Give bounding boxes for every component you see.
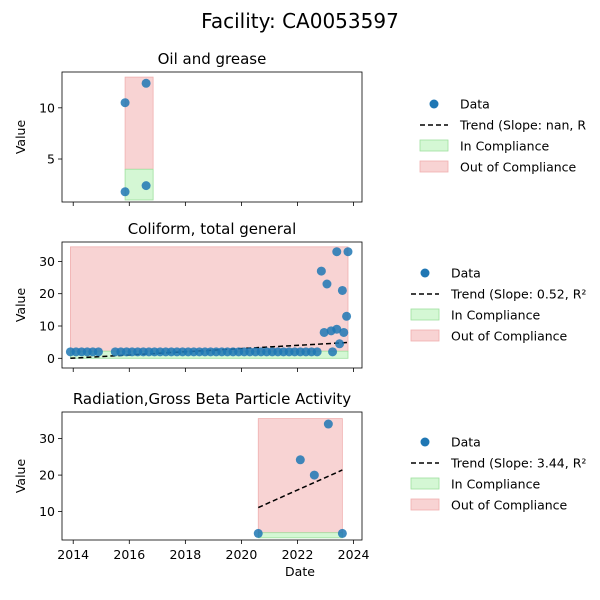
panel-title: Coliform, total general bbox=[128, 220, 297, 238]
legend-data-label: Data bbox=[451, 435, 481, 450]
y-tick-label: 5 bbox=[47, 152, 55, 167]
x-tick-label: 2016 bbox=[113, 547, 145, 562]
out-of-compliance-band bbox=[70, 246, 349, 352]
data-point-43 bbox=[312, 347, 322, 357]
data-point-44 bbox=[316, 266, 326, 276]
legend-data-marker bbox=[420, 437, 430, 447]
y-tick-label: 10 bbox=[39, 100, 55, 115]
data-point-2 bbox=[141, 78, 151, 88]
legend-in-compliance-label: In Compliance bbox=[451, 308, 540, 323]
data-point-4 bbox=[323, 419, 333, 429]
legend-out-compliance-label: Out of Compliance bbox=[460, 160, 577, 175]
data-point-51 bbox=[335, 339, 345, 349]
data-point-46 bbox=[322, 279, 332, 289]
data-point-53 bbox=[339, 327, 349, 337]
y-tick-label: 10 bbox=[39, 319, 55, 334]
axes-frame bbox=[61, 411, 363, 541]
legend-data-label: Data bbox=[451, 266, 481, 281]
legend-out-compliance-marker bbox=[419, 160, 449, 173]
x-tick-label: 2014 bbox=[57, 547, 89, 562]
x-tick-label: 2022 bbox=[282, 547, 314, 562]
legend-in-compliance-marker bbox=[419, 139, 449, 152]
legend-out-compliance-marker bbox=[410, 329, 440, 342]
x-tick-label: 2018 bbox=[169, 547, 201, 562]
x-axis-label: Date bbox=[285, 564, 315, 579]
chart-panel-1: 5 10 Oil and grease Value Data Trend (Slope: … bbox=[13, 50, 586, 206]
legend: Data Trend (Slope: 3.44, R² In Compliance O… bbox=[410, 435, 586, 513]
panels: 5 10 Oil and grease Value Data Trend (Slope: … bbox=[13, 50, 586, 562]
legend-in-compliance-label: In Compliance bbox=[460, 139, 549, 154]
y-tick-label: 0 bbox=[47, 351, 55, 366]
data-point-45 bbox=[319, 327, 329, 337]
axes-frame bbox=[61, 71, 363, 203]
out-of-compliance-band bbox=[124, 76, 154, 170]
y-tick-label: 10 bbox=[39, 504, 55, 519]
y-axis-label: Value bbox=[13, 120, 28, 155]
data-point-54 bbox=[342, 311, 352, 321]
y-tick-label: 20 bbox=[39, 286, 55, 301]
legend-trend-label: Trend (Slope: 3.44, R² bbox=[450, 456, 586, 471]
legend-data-marker bbox=[429, 99, 439, 109]
legend-out-compliance-label: Out of Compliance bbox=[451, 498, 568, 513]
panel-title: Radiation,Gross Beta Particle Activity bbox=[73, 390, 351, 408]
data-point-3 bbox=[120, 187, 130, 197]
data-point-49 bbox=[332, 247, 342, 257]
legend-data-label: Data bbox=[460, 97, 490, 112]
legend: Data Trend (Slope: 0.52, R² In Compliance O… bbox=[410, 266, 586, 344]
y-axis-label: Value bbox=[13, 459, 28, 494]
legend-in-compliance-marker bbox=[410, 477, 440, 490]
legend-out-compliance-label: Out of Compliance bbox=[451, 329, 568, 344]
data-point-1 bbox=[253, 528, 263, 538]
data-point-50 bbox=[332, 324, 342, 334]
chart-panel-3: 10 20 30 2014 2016 2018 2020 2022 2024 Radiation,… bbox=[13, 390, 586, 562]
legend: Data Trend (Slope: nan, R In Compliance Out… bbox=[419, 97, 586, 175]
data-point-3 bbox=[309, 470, 319, 480]
data-point-52 bbox=[337, 285, 347, 295]
legend-data-marker bbox=[420, 268, 430, 278]
y-axis-label: Value bbox=[13, 288, 28, 323]
data-point-2 bbox=[295, 455, 305, 465]
data-point-1 bbox=[120, 98, 130, 108]
legend-trend-label: Trend (Slope: 0.52, R² bbox=[450, 287, 586, 302]
panel-title: Oil and grease bbox=[158, 50, 267, 68]
axes-frame bbox=[61, 241, 363, 369]
x-tick-label: 2020 bbox=[226, 547, 258, 562]
data-point-6 bbox=[93, 347, 103, 357]
chart-panel-2: 0 10 20 30 Coliform, total general Value Data T… bbox=[13, 220, 586, 372]
x-tick-label: 2024 bbox=[338, 547, 370, 562]
out-of-compliance-band bbox=[257, 418, 343, 534]
legend-in-compliance-label: In Compliance bbox=[451, 477, 540, 492]
data-point-55 bbox=[343, 247, 353, 257]
data-point-5 bbox=[337, 528, 347, 538]
legend-trend-label: Trend (Slope: nan, R bbox=[459, 118, 586, 133]
figure-title: Facility: CA0053597 bbox=[201, 9, 399, 33]
data-point-4 bbox=[141, 181, 151, 191]
y-tick-label: 30 bbox=[39, 431, 55, 446]
y-tick-label: 30 bbox=[39, 254, 55, 269]
in-compliance-band bbox=[257, 532, 343, 539]
y-tick-label: 20 bbox=[39, 468, 55, 483]
legend-out-compliance-marker bbox=[410, 498, 440, 511]
trend-line bbox=[257, 469, 343, 509]
data-point-48 bbox=[328, 347, 338, 357]
legend-in-compliance-marker bbox=[410, 308, 440, 321]
